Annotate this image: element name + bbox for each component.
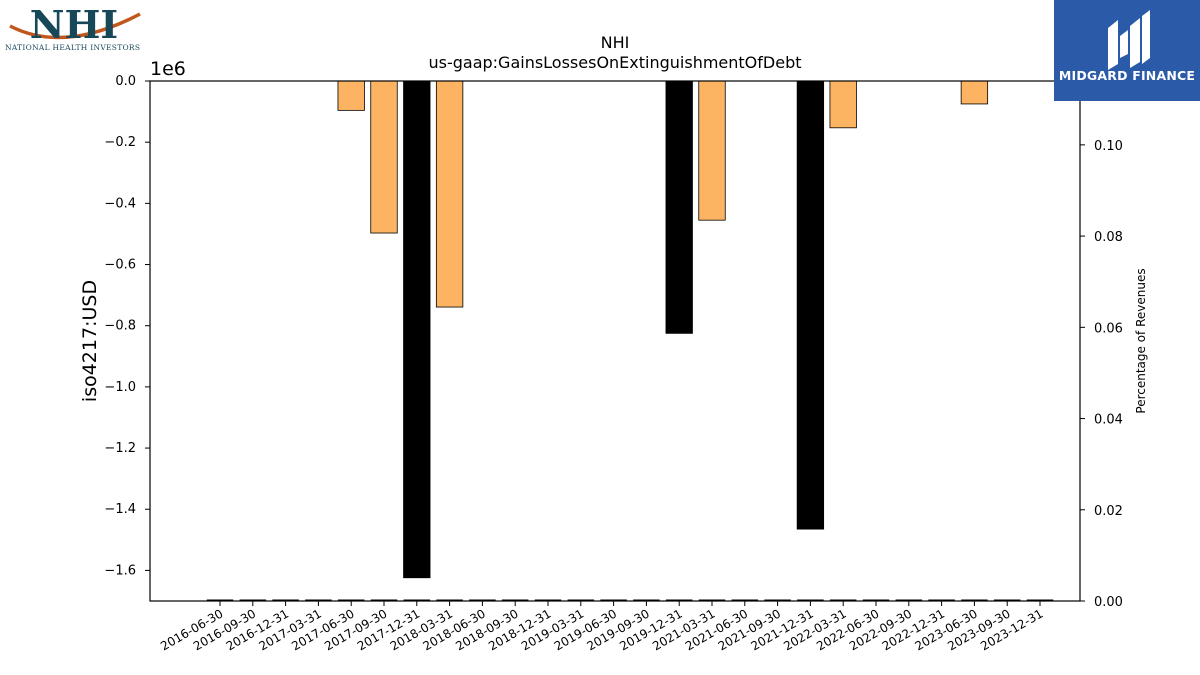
- y-ticks: 0.0 −0.2 −0.4 −0.6 −0.8 −1.0 −1.2 −1.4 −1.6: [104, 74, 150, 578]
- y-tick-label: −1.4: [104, 502, 136, 517]
- bar-2021-03-31: [698, 80, 726, 221]
- y2-tick-label: 0.08: [1094, 230, 1123, 245]
- y2-tick-label: 0.10: [1094, 139, 1123, 154]
- nhi-logo: NHI NATIONAL HEALTH INVESTORS: [4, 2, 144, 54]
- plot-frame: [149, 80, 1081, 602]
- y2-ticks: 0.00 0.02 0.04 0.06 0.08 0.10: [1080, 139, 1123, 610]
- y2-tick-label: 0.06: [1094, 321, 1123, 336]
- y-tick-label: −1.6: [104, 563, 136, 578]
- y-tick-label: −0.2: [104, 135, 136, 150]
- bars-layer: [206, 80, 1054, 601]
- y-tick-label: −1.0: [104, 380, 136, 395]
- y-tick-label: −1.2: [104, 441, 136, 456]
- bar-2022-03-31: [829, 80, 857, 129]
- midgard-emblem-icon: [1108, 10, 1150, 70]
- y2-tick-label: 0.02: [1094, 504, 1123, 519]
- midgard-brand-text: MIDGARD FINANCE: [1058, 68, 1196, 83]
- y2-tick-label: 0.00: [1094, 595, 1123, 610]
- y-tick-label: −0.8: [104, 319, 136, 334]
- y-offset-label: 1e6: [150, 58, 186, 80]
- midgard-finance-logo: MIDGARD FINANCE: [1054, 0, 1200, 101]
- y2-axis-label: Percentage of Revenues: [1134, 268, 1148, 413]
- bar-2023-06-30: [960, 80, 989, 105]
- y2-tick-label: 0.04: [1094, 413, 1123, 428]
- logo-subtitle: NATIONAL HEALTH INVESTORS: [5, 43, 140, 52]
- bar-2017-09-30: [370, 80, 398, 234]
- bar-2017-12-31: [403, 80, 431, 579]
- y-tick-label: −0.4: [104, 196, 136, 211]
- x-ticks: 2016-06-302016-09-302016-12-312017-03-31…: [158, 601, 1046, 653]
- bar-2019-12-31: [665, 80, 693, 334]
- logo-letters: NHI: [30, 4, 118, 47]
- chart-title: NHI: [601, 33, 630, 52]
- bar-2021-12-31: [796, 80, 825, 530]
- y-axis-label: iso4217:USD: [79, 280, 101, 402]
- bar-2018-03-31: [435, 80, 464, 308]
- y-tick-label: 0.0: [115, 74, 136, 89]
- y-tick-label: −0.6: [104, 258, 136, 273]
- bar-2017-06-30: [337, 80, 365, 111]
- logo-swoosh: [9, 12, 141, 40]
- chart-subtitle: us-gaap:GainsLossesOnExtinguishmentOfDeb…: [428, 53, 801, 72]
